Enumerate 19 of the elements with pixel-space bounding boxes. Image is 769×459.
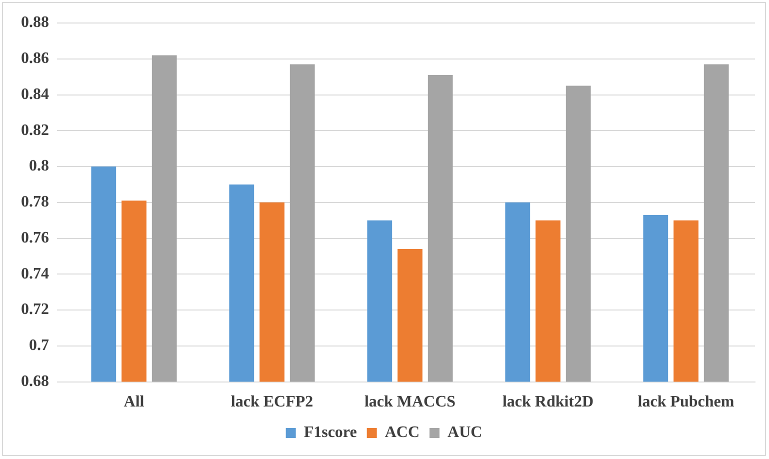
x-tick-label: lack Rdkit2D — [502, 394, 594, 411]
y-tick-label: 0.82 — [21, 122, 49, 139]
x-tick-label: All — [124, 394, 145, 411]
y-tick-label: 0.74 — [21, 265, 49, 282]
y-tick-label: 0.84 — [21, 86, 49, 103]
y-tick-label: 0.68 — [21, 372, 49, 390]
legend-label: F1score — [304, 424, 357, 442]
y-tick-label: 0.76 — [21, 229, 49, 246]
x-tick-label: lack Pubchem — [638, 394, 735, 411]
y-tick-label: 0.88 — [21, 14, 49, 32]
y-tick-label: 0.7 — [29, 337, 49, 354]
x-tick-label: lack ECFP2 — [230, 394, 314, 411]
y-tick-label: 0.78 — [21, 194, 49, 211]
legend-label: ACC — [384, 424, 420, 442]
legend-label: AUC — [448, 424, 482, 442]
y-tick-label: 0.8 — [29, 158, 49, 175]
y-tick-label: 0.86 — [21, 50, 49, 68]
x-tick-label: lack MACCS — [364, 394, 456, 411]
y-tick-label: 0.72 — [21, 301, 49, 318]
